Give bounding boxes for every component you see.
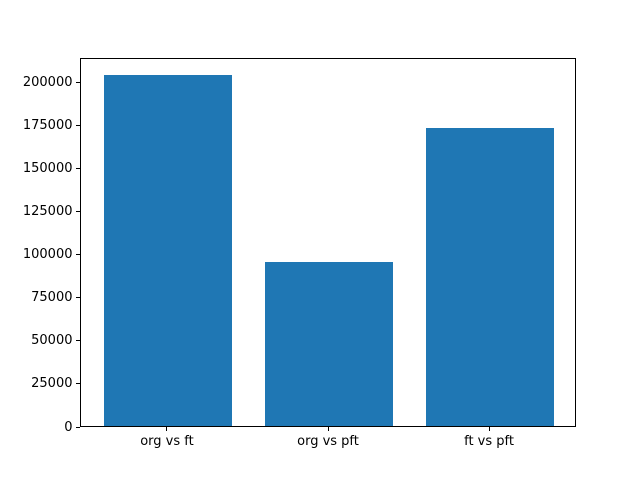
y-tick-label: 25000 — [31, 376, 73, 392]
y-tick-label: 0 — [64, 419, 73, 435]
bar-org-vs-pft — [264, 262, 394, 426]
y-tick-label: 100000 — [22, 247, 73, 263]
x-tick-label: org vs ft — [140, 434, 194, 449]
x-tick-label: ft vs pft — [464, 434, 514, 449]
y-tick-label: 50000 — [31, 333, 73, 349]
y-tick-label: 200000 — [22, 74, 73, 90]
y-tick-label: 125000 — [22, 204, 73, 220]
plot-area — [80, 58, 576, 427]
y-tick-mark — [76, 211, 80, 213]
y-tick-mark — [76, 254, 80, 256]
y-tick-label: 150000 — [22, 161, 73, 177]
bar-ft-vs-pft — [425, 127, 555, 426]
y-tick-mark — [76, 81, 80, 83]
y-tick-mark — [76, 125, 80, 127]
y-tick-mark — [76, 297, 80, 299]
y-tick-mark — [76, 340, 80, 342]
x-tick-mark — [166, 427, 168, 431]
y-tick-label: 75000 — [31, 290, 73, 306]
y-tick-label: 175000 — [22, 118, 73, 134]
x-tick-mark — [327, 427, 329, 431]
y-tick-mark — [76, 168, 80, 170]
x-tick-mark — [488, 427, 490, 431]
y-tick-mark — [76, 426, 80, 428]
y-tick-mark — [76, 383, 80, 385]
bar-org-vs-ft — [103, 74, 233, 426]
x-tick-label: org vs pft — [297, 434, 359, 449]
